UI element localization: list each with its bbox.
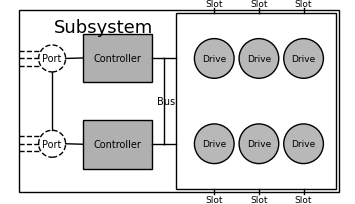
Text: Slot: Slot (250, 0, 268, 9)
Circle shape (284, 124, 323, 164)
Text: Drive: Drive (291, 55, 316, 64)
Text: Bus: Bus (157, 97, 175, 106)
Bar (83, 120, 152, 169)
Text: Slot: Slot (206, 0, 223, 9)
Text: Controller: Controller (93, 140, 141, 150)
Bar (176, 14, 335, 190)
Circle shape (239, 124, 279, 164)
Text: Slot: Slot (295, 0, 312, 9)
Circle shape (284, 39, 323, 79)
Circle shape (195, 124, 234, 164)
Text: Drive: Drive (202, 55, 226, 64)
Text: Controller: Controller (93, 54, 141, 64)
Text: Slot: Slot (295, 195, 312, 204)
Text: Drive: Drive (291, 140, 316, 149)
Text: Slot: Slot (250, 195, 268, 204)
Text: Subsystem: Subsystem (54, 19, 153, 37)
Text: Port: Port (43, 54, 62, 64)
Text: Drive: Drive (247, 140, 271, 149)
Text: Port: Port (43, 139, 62, 149)
Text: Slot: Slot (206, 195, 223, 204)
Circle shape (39, 131, 66, 157)
Circle shape (239, 39, 279, 79)
Bar (83, 34, 152, 83)
Text: Drive: Drive (247, 55, 271, 64)
Circle shape (39, 46, 66, 73)
Circle shape (195, 39, 234, 79)
Text: Drive: Drive (202, 140, 226, 149)
